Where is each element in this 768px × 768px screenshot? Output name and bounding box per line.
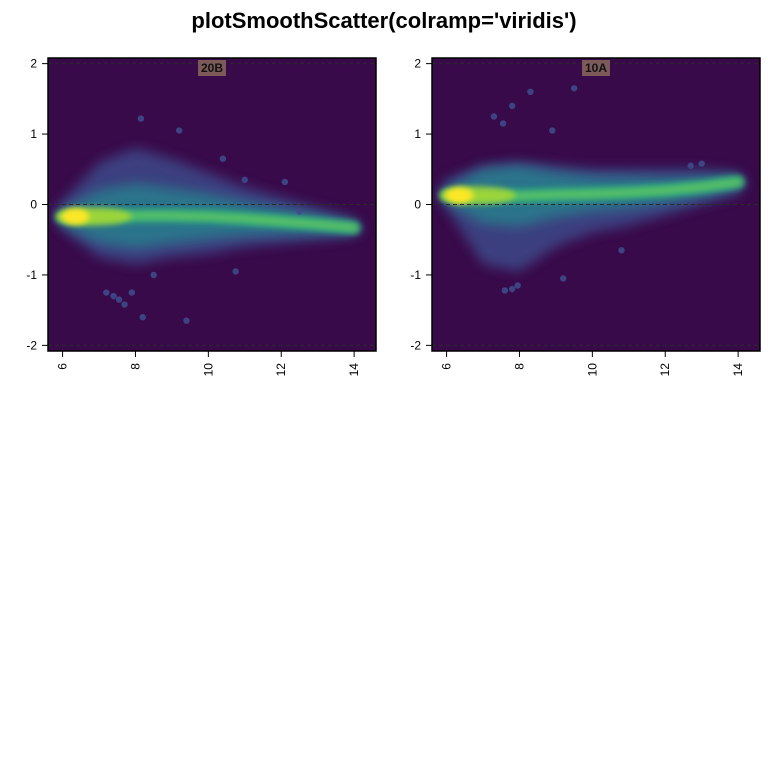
panel-label: 20B	[201, 61, 223, 75]
outlier-point	[687, 162, 694, 169]
density-hotspot	[61, 208, 90, 225]
x-tick-label: 14	[731, 363, 745, 377]
y-tick-label: -2	[410, 338, 421, 352]
outlier-point	[121, 301, 128, 308]
panel-label: 10A	[585, 61, 607, 75]
outlier-point	[549, 127, 556, 134]
panel-label-box	[582, 60, 610, 76]
outlier-point	[501, 287, 509, 294]
outlier-point	[150, 271, 157, 279]
outlier-point	[508, 102, 516, 110]
outlier-point	[508, 285, 516, 293]
y-tick-label: 2	[30, 57, 37, 71]
outlier-point	[296, 208, 303, 215]
density-layer	[435, 85, 748, 294]
y-tick-label: -2	[26, 338, 37, 352]
y-tick-label: 2	[414, 57, 421, 71]
y-tick-label: 1	[414, 127, 421, 141]
panel-label-box	[198, 60, 226, 76]
y-tick-label: -1	[26, 268, 37, 282]
y-tick-label: 1	[30, 127, 37, 141]
y-tick-label: 0	[414, 198, 421, 212]
outlier-point	[570, 85, 578, 92]
outlier-point	[698, 160, 705, 167]
outlier-point	[618, 247, 625, 254]
outlier-point	[241, 176, 248, 184]
outlier-point	[232, 268, 239, 275]
outlier-point	[490, 113, 498, 120]
outlier-point	[560, 275, 567, 282]
chart-title: plotSmoothScatter(colramp='viridis')	[191, 8, 577, 33]
x-tick-label: 6	[56, 363, 70, 370]
outlier-point	[137, 115, 145, 122]
x-tick-label: 8	[512, 363, 526, 370]
outlier-point	[183, 317, 190, 324]
outlier-point	[176, 127, 183, 134]
x-tick-label: 12	[658, 363, 672, 377]
density-layer	[51, 115, 364, 324]
y-tick-label: -1	[410, 268, 421, 282]
y-tick-label: 0	[30, 198, 37, 212]
density-hotspot	[445, 187, 474, 204]
x-tick-label: 10	[201, 363, 215, 377]
outlier-point	[139, 313, 146, 321]
outlier-point	[110, 292, 117, 300]
outlier-point	[128, 289, 136, 296]
outlier-point	[527, 88, 534, 96]
x-tick-label: 10	[585, 363, 599, 377]
outlier-point	[103, 289, 110, 296]
outlier-point	[219, 155, 227, 162]
x-tick-label: 6	[440, 363, 454, 370]
outlier-point	[499, 120, 507, 127]
outlier-point	[115, 296, 123, 303]
x-tick-label: 14	[347, 363, 361, 377]
outlier-point	[281, 178, 289, 186]
outlier-point	[514, 282, 521, 289]
x-tick-label: 8	[128, 363, 142, 370]
x-tick-label: 12	[274, 363, 288, 377]
